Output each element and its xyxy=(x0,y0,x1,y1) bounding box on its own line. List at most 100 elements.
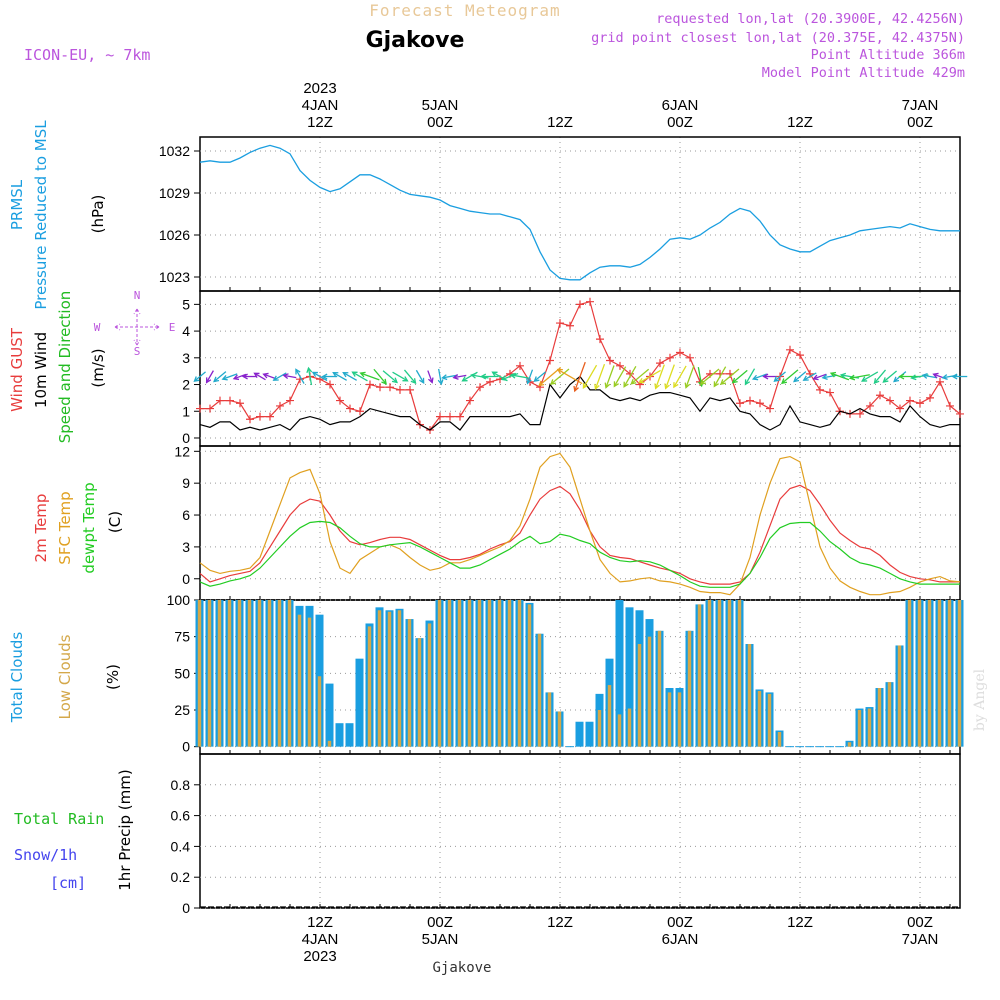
wind-direction-arrow xyxy=(509,372,530,379)
low-cloud-bar xyxy=(917,600,922,747)
wind-arrow-shaft xyxy=(333,372,347,381)
wind-direction-arrow xyxy=(193,371,206,383)
wind-direction-arrow xyxy=(751,373,768,381)
wind-arrow-head xyxy=(232,374,240,381)
wind-arrow-shaft xyxy=(781,369,799,384)
wind-direction-arrow xyxy=(392,371,409,382)
low-cloud-bar xyxy=(757,690,762,747)
low-cloud-bar xyxy=(247,600,252,747)
gust-point xyxy=(586,297,594,306)
wind-direction-arrow xyxy=(882,370,898,383)
wind-arrow-shaft xyxy=(582,364,598,389)
low-cloud-bar xyxy=(287,600,292,747)
wind-arrow-head xyxy=(549,379,557,385)
y-tick-label: 0 xyxy=(182,739,190,755)
wind-arrow-shaft xyxy=(403,369,417,384)
panels: 1023102610291032012345036912025507510000… xyxy=(8,80,968,965)
wind-arrow-shaft xyxy=(360,372,380,381)
temp2m-label: 2m Temp xyxy=(32,494,50,563)
wind-arrow-head xyxy=(793,376,800,383)
low-cloud-bar xyxy=(897,645,902,747)
pressure-label: Pressure Reduced to MSL xyxy=(32,120,50,310)
low-cloud-bar xyxy=(677,692,682,747)
wind-direction-arrow xyxy=(205,370,214,384)
gust-point xyxy=(406,385,414,394)
gust-point xyxy=(376,383,384,392)
gust-point xyxy=(886,396,894,405)
wind-direction-arrow xyxy=(921,373,938,379)
low-cloud-bar xyxy=(617,714,622,747)
wind-arrow-head xyxy=(673,382,679,389)
wind-arrow-head xyxy=(910,374,917,381)
wind-direction-arrow xyxy=(573,361,586,393)
wind-direction-arrow xyxy=(719,368,740,385)
wind-direction-arrow xyxy=(623,366,637,388)
wind-arrow-head xyxy=(623,381,629,388)
model-altitude: Model Point Altitude 429m xyxy=(762,65,965,81)
total-cloud-bar xyxy=(335,723,344,747)
low-cloud-bar xyxy=(657,630,662,747)
wind-direction-arrow xyxy=(441,374,458,381)
gust-point xyxy=(946,401,954,410)
y-tick-label: 75 xyxy=(174,629,190,645)
wind-arrow-shaft xyxy=(623,366,637,388)
bottom-time-label: 00Z xyxy=(427,914,453,931)
total-cloud-bar xyxy=(615,600,624,747)
gust-point xyxy=(466,396,474,405)
wind-arrow-shaft xyxy=(752,373,768,380)
gust-point xyxy=(596,335,604,344)
wind-arrow-shaft xyxy=(471,374,489,379)
gust-point xyxy=(246,415,254,424)
low-cloud-bar xyxy=(847,742,852,747)
wind-direction-arrow xyxy=(272,372,287,381)
wind-direction-arrow xyxy=(213,371,227,383)
temp-unit: (C) xyxy=(106,511,124,533)
wind-direction-arrow xyxy=(415,369,425,384)
precip-ylabel: 1hr Precip (mm) xyxy=(116,769,134,890)
low-cloud-bar xyxy=(687,630,692,747)
footer-location: Gjakove xyxy=(432,960,491,976)
wind-arrow-shaft xyxy=(343,372,357,381)
low-cloud-bar xyxy=(327,740,332,747)
gust-point xyxy=(366,380,374,389)
compass-icon xyxy=(114,308,160,346)
top-time-label: 00Z xyxy=(667,114,693,131)
wind-direction-arrow xyxy=(452,373,467,380)
gust-point xyxy=(336,396,344,405)
low-cloud-bar xyxy=(937,600,942,747)
wind-arrow-head xyxy=(654,383,660,390)
low-cloud-bar xyxy=(627,708,632,747)
gust-point xyxy=(356,407,364,416)
gust-point xyxy=(556,319,564,328)
wind-arrow-shaft xyxy=(822,374,838,379)
wind-arrow-head xyxy=(860,376,868,382)
wind-direction-arrow xyxy=(613,366,627,388)
wind-direction-arrow xyxy=(829,371,850,381)
y-tick-label: 100 xyxy=(167,592,191,608)
snow-legend: Snow/1h xyxy=(14,846,77,864)
wind-direction-arrow xyxy=(306,366,313,386)
watermark: by Angel xyxy=(972,668,988,731)
low-cloud-bar xyxy=(857,710,862,747)
low-cloud-bar xyxy=(697,604,702,747)
wind-direction-arrow xyxy=(321,373,338,380)
wind-arrow-head xyxy=(359,371,366,378)
compass-s: S xyxy=(134,345,141,358)
wind-direction-arrow xyxy=(373,368,387,385)
wind-arrow-head xyxy=(351,371,358,377)
gust-point xyxy=(936,377,944,386)
gust-point xyxy=(386,383,394,392)
gust-point xyxy=(926,393,934,402)
wind-arrow-shaft xyxy=(273,372,287,381)
wind-direction-arrow xyxy=(295,368,305,384)
wind-direction-arrow xyxy=(684,365,695,389)
total-cloud-bar xyxy=(585,721,594,747)
gust-point xyxy=(446,412,454,421)
wind-arrow-head xyxy=(461,376,468,382)
wind-arrow-shaft xyxy=(213,371,227,382)
wind-arrow-shaft xyxy=(538,367,562,387)
gust-point xyxy=(196,404,204,413)
y-tick-label: 0 xyxy=(182,430,190,446)
bottom-time-label: 00Z xyxy=(907,914,933,931)
wind-arrow-head xyxy=(751,374,759,381)
